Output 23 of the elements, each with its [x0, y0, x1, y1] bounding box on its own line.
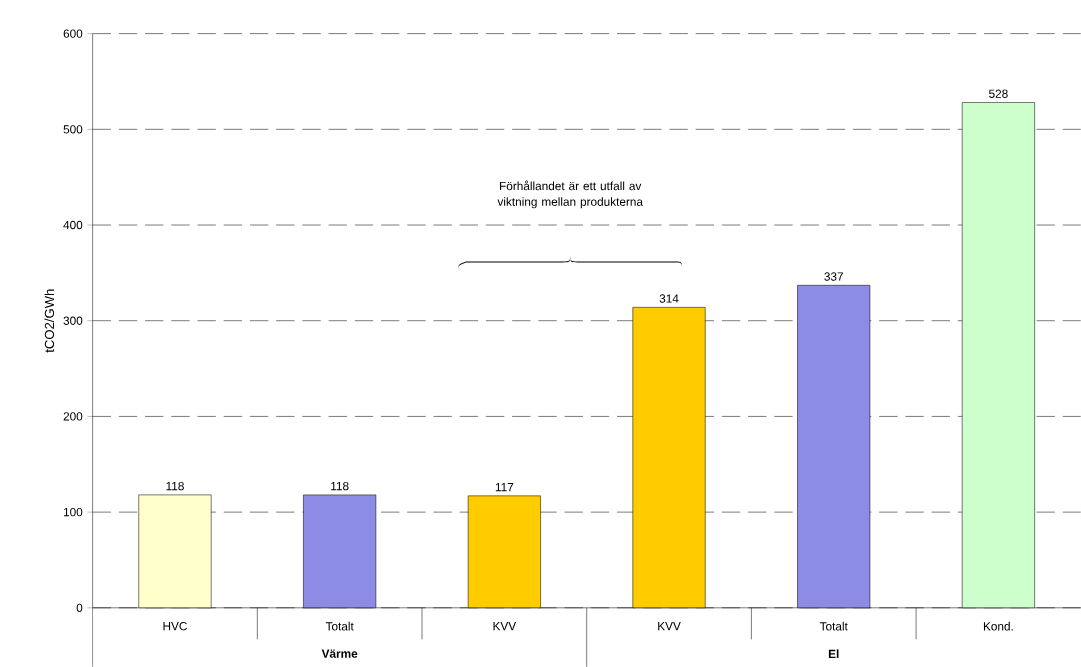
data-label: 118	[166, 481, 184, 491]
x-tick-label: KVV	[493, 622, 517, 631]
data-label: 528	[989, 89, 1008, 98]
y-tick-label: 0	[76, 603, 83, 612]
y-tick-label: 300	[63, 316, 83, 325]
x-tick-label: Totalt	[819, 621, 848, 631]
y-tick-label: 100	[63, 507, 83, 517]
x-tick-label: Kond.	[983, 621, 1013, 631]
x-tick-label: KVV	[658, 622, 681, 631]
annotation: Förhållandet är ett utfall av viktning mellan produkterna	[497, 180, 643, 209]
y-tick-label: 200	[63, 412, 83, 421]
x-tick-label: Totalt	[325, 621, 354, 631]
x-tick-label: HVC	[163, 621, 187, 631]
data-label: 314	[659, 294, 679, 303]
y-tick-label: 500	[63, 125, 83, 134]
y-tick-label: 400	[63, 220, 83, 230]
data-label: 118	[331, 481, 349, 491]
text: El	[828, 649, 839, 658]
data-label: 117	[495, 483, 514, 492]
data-label: 337	[824, 272, 843, 281]
y-tick-label: 600	[63, 29, 83, 38]
y-axis-title: tCO2/GWh	[44, 289, 55, 353]
text: Värme	[321, 649, 358, 658]
